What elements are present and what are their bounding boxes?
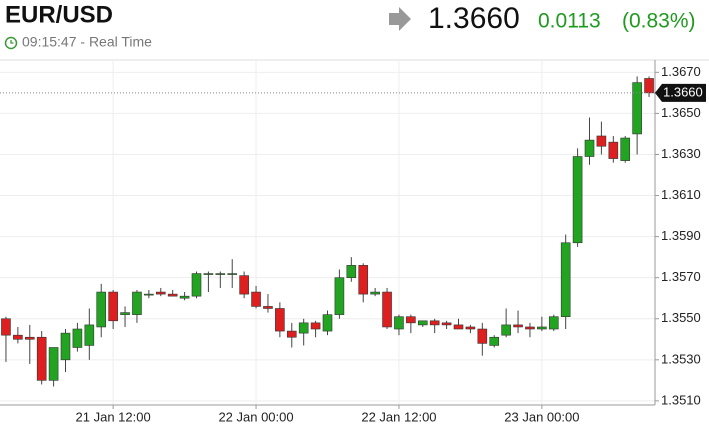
candle-body xyxy=(334,277,345,315)
candle-body xyxy=(644,78,654,94)
y-tick-label: 1.3550 xyxy=(661,310,701,325)
clock-icon xyxy=(4,36,18,50)
candle-body xyxy=(48,347,59,381)
candle-body xyxy=(310,322,321,330)
time: 09:15:47 - Real Time xyxy=(22,34,152,50)
y-tick-label: 1.3590 xyxy=(661,228,701,243)
candle-body xyxy=(167,293,178,297)
candle-body xyxy=(215,273,226,275)
candle-body xyxy=(263,306,273,309)
candle-body xyxy=(179,295,190,299)
candle-body xyxy=(417,320,428,326)
candle-body xyxy=(465,326,476,330)
candle-body xyxy=(358,265,369,295)
candle-body xyxy=(1,318,11,336)
candle-body xyxy=(513,324,523,328)
change: 0.0113 xyxy=(538,10,601,33)
candle-body xyxy=(608,141,619,159)
y-tick-label: 1.3670 xyxy=(661,64,701,79)
y-tick-label: 1.3650 xyxy=(661,105,701,120)
candle-body xyxy=(275,308,285,332)
candle-body xyxy=(370,291,380,295)
candle-body xyxy=(155,291,166,295)
candle-body xyxy=(429,320,440,326)
candle-body xyxy=(36,336,47,381)
candle-body xyxy=(584,139,595,157)
candle-body xyxy=(13,334,23,340)
x-tick-label: 23 Jan 00:00 xyxy=(504,409,579,424)
candle-body xyxy=(537,326,547,330)
candle-body xyxy=(572,156,583,244)
candle-body xyxy=(394,316,404,330)
x-tick-label: 22 Jan 12:00 xyxy=(361,409,436,424)
candle-body xyxy=(489,336,500,346)
candle-body xyxy=(382,291,392,328)
candle-body xyxy=(227,273,238,275)
y-tick-label: 1.3610 xyxy=(661,187,701,202)
price: 1.3660 xyxy=(428,2,520,35)
candle-body xyxy=(24,336,35,340)
y-tick-label: 1.3510 xyxy=(661,392,701,407)
candle-body xyxy=(144,293,154,296)
y-tick-label: 1.3570 xyxy=(661,269,701,284)
direction-arrow xyxy=(389,7,411,31)
last-price-tag xyxy=(655,83,706,102)
candle-body xyxy=(203,273,214,275)
candle-body xyxy=(453,324,464,330)
candle-body xyxy=(632,82,642,135)
candle-body xyxy=(108,291,118,322)
candle-body xyxy=(441,322,452,326)
candle-body xyxy=(191,273,202,297)
symbol: EUR/USD xyxy=(5,1,113,28)
candle-body xyxy=(477,328,488,344)
candle-body xyxy=(525,326,535,330)
candle-body xyxy=(251,291,261,307)
y-tick-label: 1.3630 xyxy=(661,146,701,161)
x-tick-label: 21 Jan 12:00 xyxy=(76,409,151,424)
candle-body xyxy=(120,312,130,315)
change-percent: (0.83%) xyxy=(622,10,696,33)
candle-body xyxy=(60,332,71,361)
x-tick-label: 22 Jan 00:00 xyxy=(218,409,293,424)
candle-body xyxy=(548,316,559,330)
candle-body xyxy=(596,135,607,147)
candle-body xyxy=(322,314,333,332)
candle-body xyxy=(298,322,309,334)
candle-body xyxy=(239,275,249,295)
candle-body xyxy=(84,324,95,346)
candle-body xyxy=(406,316,416,324)
y-tick-label: 1.3530 xyxy=(661,351,701,366)
candle-body xyxy=(132,291,142,315)
candle-body xyxy=(560,242,571,317)
candle-body xyxy=(620,137,631,161)
candle-body xyxy=(346,265,357,278)
clock-hands xyxy=(10,40,14,44)
candle-body xyxy=(286,330,297,338)
candle-body xyxy=(72,328,83,348)
candle-body xyxy=(96,291,107,328)
candle-body xyxy=(501,324,511,336)
last-price-label: 1.3660 xyxy=(663,84,703,99)
